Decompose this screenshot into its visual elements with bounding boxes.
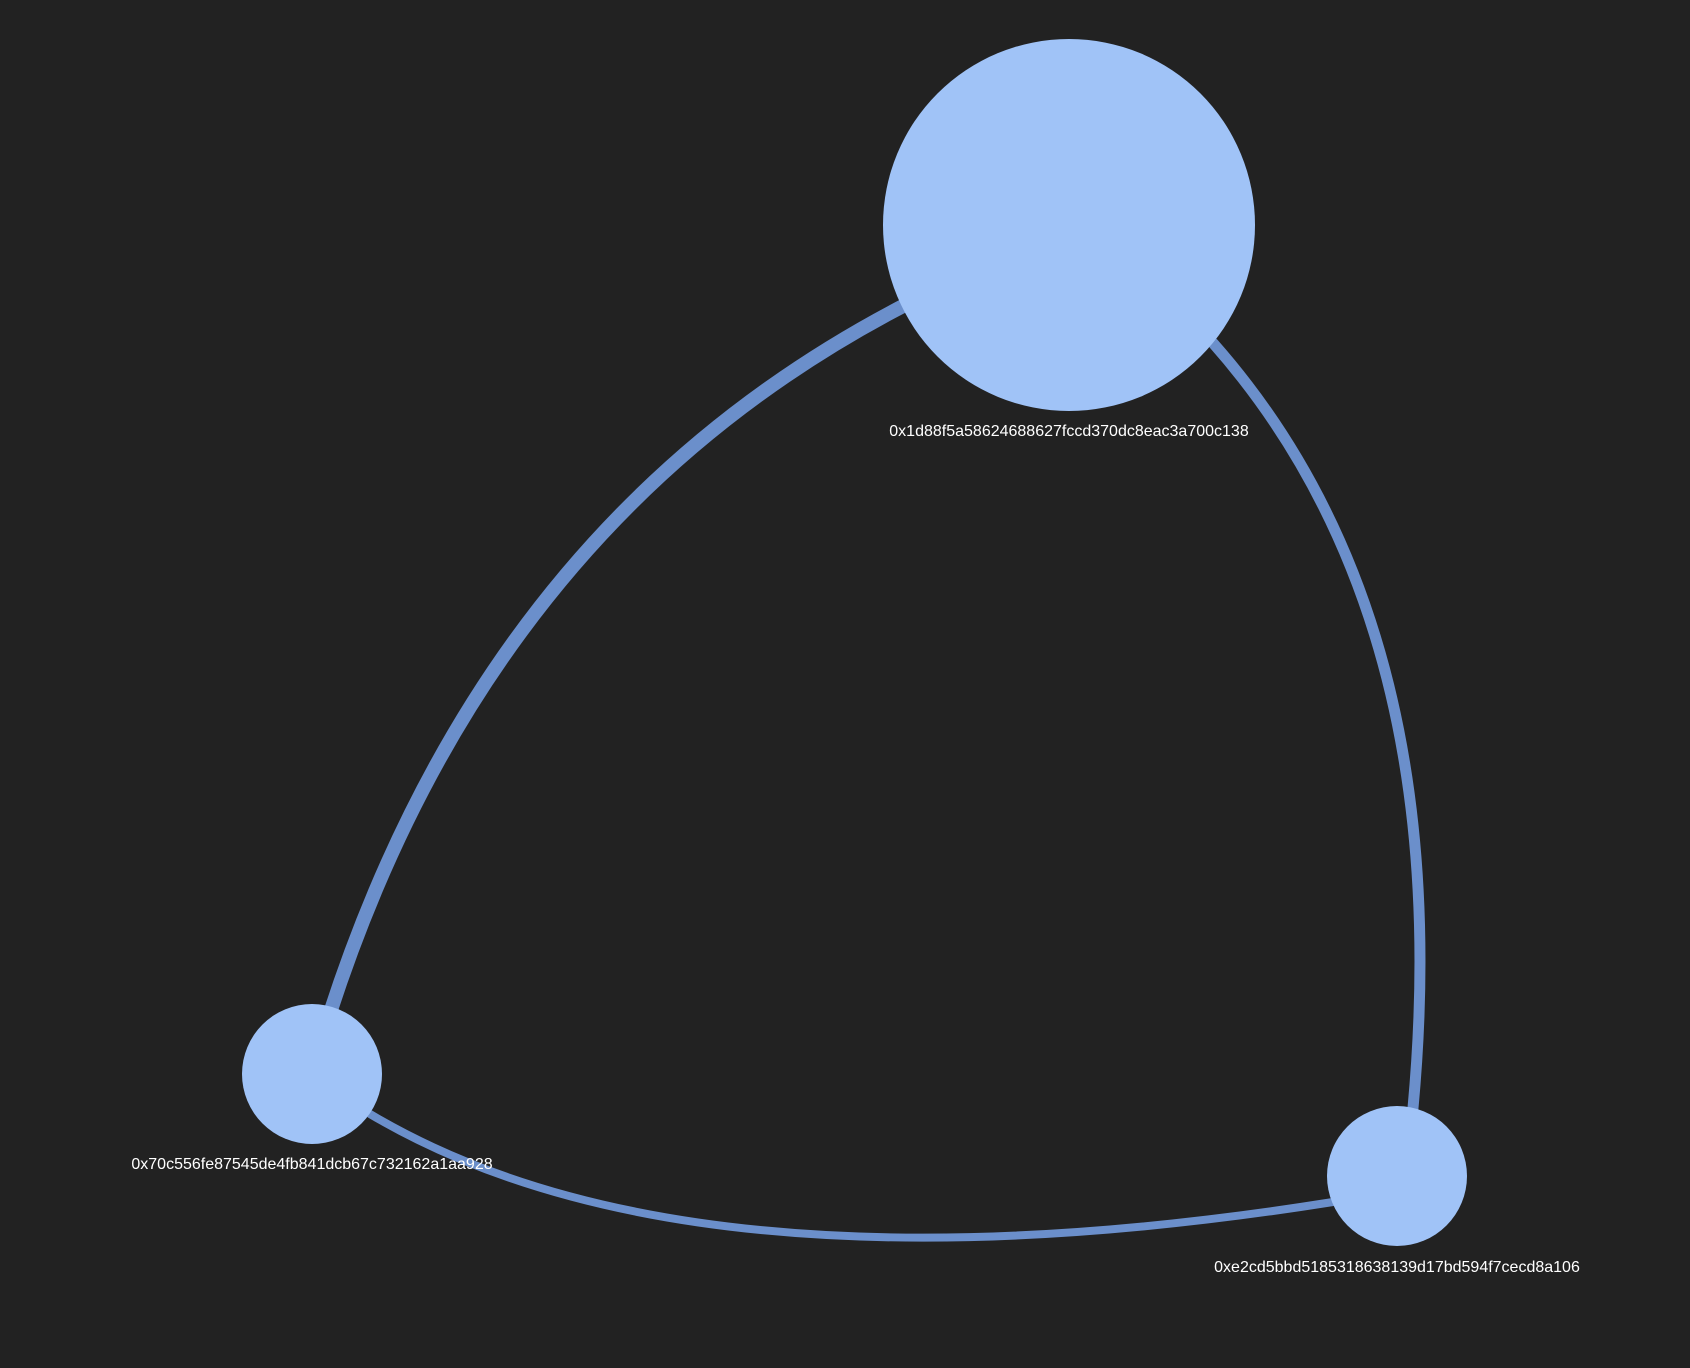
node-circle[interactable] (1327, 1106, 1467, 1246)
node-node-e2cd[interactable]: 0xe2cd5bbd5185318638139d17bd594f7cecd8a1… (1214, 1106, 1580, 1276)
edge-node-1d88-node-e2cd[interactable] (1207, 337, 1426, 1114)
edges-layer (323, 298, 1426, 1242)
node-circle[interactable] (883, 39, 1255, 411)
node-label: 0xe2cd5bbd5185318638139d17bd594f7cecd8a1… (1214, 1259, 1580, 1276)
node-label: 0x70c556fe87545de4fb841dcb67c732162a1aa9… (131, 1156, 492, 1173)
node-circle[interactable] (242, 1004, 382, 1144)
node-node-70c5[interactable]: 0x70c556fe87545de4fb841dcb67c732162a1aa9… (131, 1004, 493, 1173)
nodes-layer: 0x1d88f5a58624688627fccd370dc8eac3a700c1… (131, 39, 1580, 1276)
node-label: 0x1d88f5a58624688627fccd370dc8eac3a700c1… (889, 423, 1249, 440)
edge-node-70c5-node-e2cd[interactable] (366, 1110, 1337, 1242)
node-node-1d88[interactable]: 0x1d88f5a58624688627fccd370dc8eac3a700c1… (883, 39, 1255, 440)
edge-node-1d88-node-70c5[interactable] (323, 298, 912, 1020)
